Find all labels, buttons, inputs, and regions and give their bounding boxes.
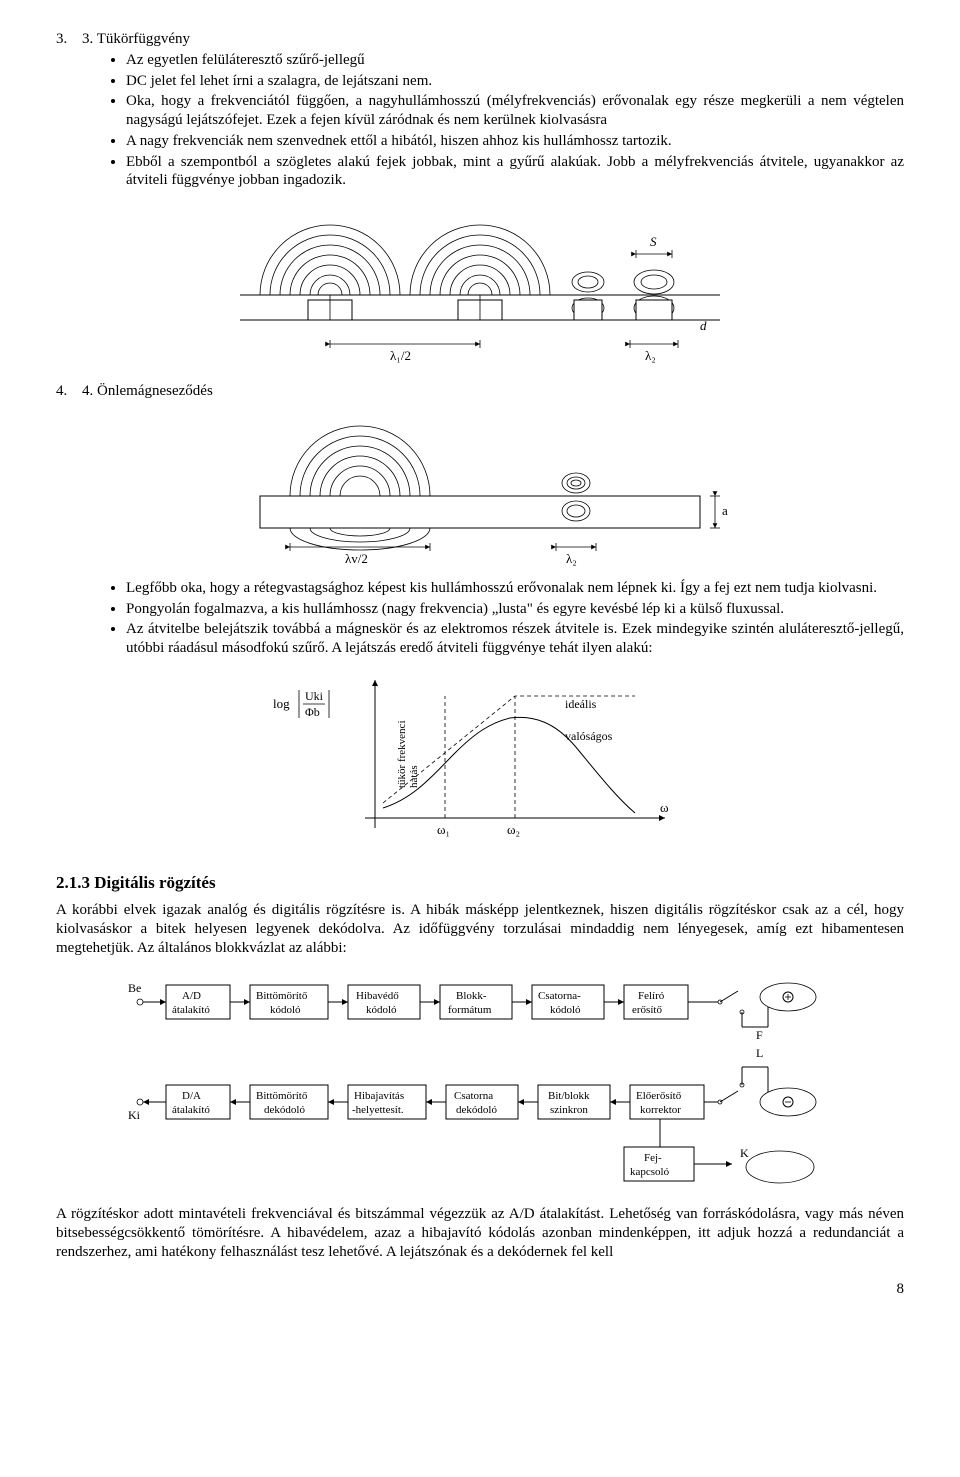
svg-text:λ₁/2: λ₁/2 (390, 348, 411, 363)
figure-atviteli-fuggveny: log Uki Φb ω₁ ω₂ ω tükör frekvenci hatás… (265, 668, 695, 848)
svg-text:átalakító: átalakító (172, 1104, 210, 1116)
svg-text:Bittömörítő: Bittömörítő (256, 1090, 308, 1102)
figure-blokkvazlat: Be Ki A/D átalakító Bittömörítő kódoló H… (120, 967, 840, 1197)
svg-text:kódoló: kódoló (550, 1004, 581, 1016)
sec3-b3: A nagy frekvenciák nem szenvednek ettől … (126, 132, 904, 151)
svg-text:Csatorna-: Csatorna- (538, 990, 581, 1002)
svg-text:ideális: ideális (565, 697, 597, 711)
svg-text:Uki: Uki (305, 689, 324, 703)
svg-text:ω₂: ω₂ (507, 822, 520, 837)
sec3-b4: Ebből a szempontból a szögletes alakú fe… (126, 153, 904, 191)
svg-text:Blokk-: Blokk- (456, 990, 487, 1002)
svg-text:λv/2: λv/2 (345, 551, 368, 566)
section-4-heading: 4. 4. Önlemágneseződés (56, 382, 904, 401)
section-3-heading: 3. 3. Tükörfüggvény (56, 30, 904, 49)
sec4-bullets: Legfőbb oka, hogy a rétegvastagsághoz ké… (56, 579, 904, 658)
sec3-bullets: Az egyetlen felüláteresztő szűrő-jellegű… (56, 51, 904, 190)
sec3-num1: 3. (56, 30, 82, 49)
svg-text:Bittömörítő: Bittömörítő (256, 990, 308, 1002)
figure-tukorfuggveny: S λ₁/2 λ₂ d (230, 200, 730, 370)
sec3-b0: Az egyetlen felüláteresztő szűrő-jellegű (126, 51, 904, 70)
svg-text:Ki: Ki (128, 1108, 141, 1122)
svg-text:ω: ω (660, 800, 669, 815)
sec4-b2: Az átvitelbe belejátszik továbbá a mágne… (126, 620, 904, 658)
svg-text:átalakító: átalakító (172, 1004, 210, 1016)
svg-text:log: log (273, 696, 290, 711)
sec4-num2: 4. Önlemágneseződés (82, 382, 213, 401)
svg-text:erősítő: erősítő (632, 1004, 662, 1016)
svg-text:K: K (740, 1146, 749, 1160)
svg-text:S: S (650, 234, 657, 249)
svg-text:Hibajavítás: Hibajavítás (354, 1090, 404, 1102)
svg-text:ω₁: ω₁ (437, 822, 450, 837)
svg-text:Φb: Φb (305, 705, 320, 719)
svg-text:kapcsoló: kapcsoló (630, 1166, 670, 1178)
svg-text:kódoló: kódoló (366, 1004, 397, 1016)
sec3-b2: Oka, hogy a frekvenciától függően, a nag… (126, 92, 904, 130)
svg-text:kódoló: kódoló (270, 1004, 301, 1016)
svg-text:valóságos: valóságos (565, 729, 613, 743)
svg-text:szinkron: szinkron (550, 1104, 588, 1116)
svg-text:tükör frekvenci: tükör frekvenci (396, 720, 408, 788)
heading-213: 2.1.3 Digitális rögzítés (56, 872, 904, 893)
svg-text:Fej-: Fej- (644, 1152, 662, 1164)
svg-text:Csatorna: Csatorna (454, 1090, 493, 1102)
page-number: 8 (56, 1280, 904, 1299)
figure-onlemagnesezodes: a λv/2 λ₂ (230, 411, 730, 571)
svg-text:λ₂: λ₂ (645, 348, 656, 363)
sec3-num2: 3. Tükörfüggvény (82, 30, 190, 49)
svg-text:d: d (700, 318, 707, 333)
svg-text:A/D: A/D (182, 990, 201, 1002)
para-end: A rögzítéskor adott mintavételi frekvenc… (56, 1205, 904, 1261)
sec4-num1: 4. (56, 382, 82, 401)
svg-text:Bit/blokk: Bit/blokk (548, 1090, 590, 1102)
svg-text:dekódoló: dekódoló (264, 1104, 305, 1116)
svg-text:L: L (756, 1046, 763, 1060)
svg-text:korrektor: korrektor (640, 1104, 681, 1116)
svg-text:formátum: formátum (448, 1004, 492, 1016)
sec4-b1: Pongyolán fogalmazva, a kis hullámhossz … (126, 600, 904, 619)
svg-text:hatás: hatás (408, 765, 420, 788)
svg-text:Előerősítő: Előerősítő (636, 1090, 682, 1102)
svg-text:λ₂: λ₂ (566, 551, 577, 566)
svg-text:dekódoló: dekódoló (456, 1104, 497, 1116)
svg-text:Hibavédő: Hibavédő (356, 990, 399, 1002)
svg-text:F: F (756, 1028, 763, 1042)
svg-text:Felíró: Felíró (638, 990, 665, 1002)
sec4-b0: Legfőbb oka, hogy a rétegvastagsághoz ké… (126, 579, 904, 598)
svg-text:D/A: D/A (182, 1090, 201, 1102)
para-213: A korábbi elvek igazak analóg és digitál… (56, 901, 904, 957)
sec3-b1: DC jelet fel lehet írni a szalagra, de l… (126, 72, 904, 91)
svg-text:-helyettesít.: -helyettesít. (352, 1104, 404, 1116)
svg-text:Be: Be (128, 981, 141, 995)
svg-text:a: a (722, 503, 728, 518)
